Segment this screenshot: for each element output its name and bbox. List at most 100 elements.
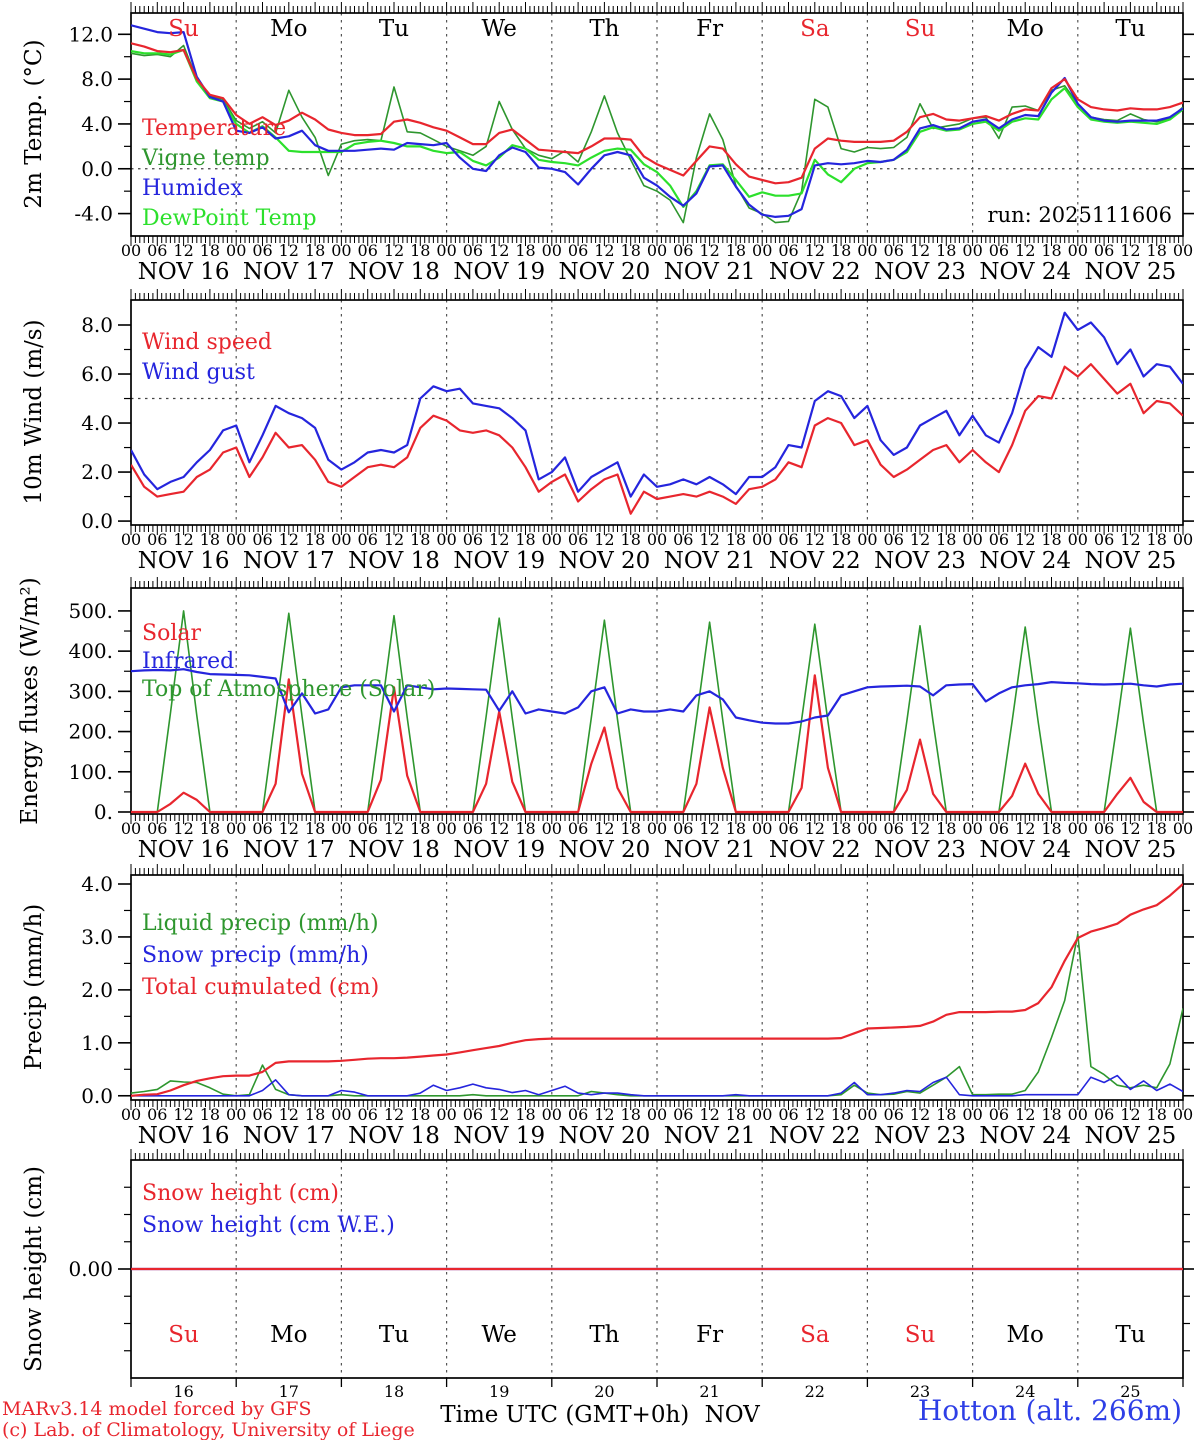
date-label: NOV 25 <box>1085 548 1177 574</box>
day-of-week-label: We <box>481 1322 517 1348</box>
day-of-week-label: Sa <box>800 1322 830 1348</box>
date-label: NOV 17 <box>243 548 335 574</box>
hour-tick-label: 18 <box>831 819 851 838</box>
y-tick-label: 0. <box>94 800 113 824</box>
date-label: NOV 22 <box>769 548 861 574</box>
hour-tick-label: 18 <box>410 1105 430 1124</box>
hour-tick-label: 00 <box>1173 530 1193 549</box>
hour-tick-label: 18 <box>936 241 956 260</box>
hour-tick-label: 06 <box>989 1105 1009 1124</box>
hour-tick-label: 06 <box>252 241 272 260</box>
hour-tick-label: 12 <box>594 819 614 838</box>
wind-speed-series-line <box>131 363 1183 515</box>
hour-tick-label: 00 <box>1068 819 1088 838</box>
hour-tick-label: 00 <box>226 530 246 549</box>
hour-tick-label: 18 <box>515 241 535 260</box>
date-label: NOV 20 <box>559 548 651 574</box>
hour-tick-label: 12 <box>1120 241 1140 260</box>
hour-tick-label: 18 <box>200 1105 220 1124</box>
hour-tick-label: 06 <box>568 1105 588 1124</box>
day-number-label: 22 <box>805 1382 825 1401</box>
hour-tick-label: 18 <box>515 819 535 838</box>
legend-entry-vigne-temp: Vigne temp <box>142 146 270 171</box>
hour-tick-label: 00 <box>542 819 562 838</box>
hour-tick-label: 06 <box>673 241 693 260</box>
date-label: NOV 17 <box>243 1123 335 1149</box>
day-of-week-label: Tu <box>378 1322 410 1348</box>
hour-tick-label: 12 <box>805 1105 825 1124</box>
temperature-panel <box>118 2 1194 246</box>
day-of-week-label: Th <box>589 16 620 42</box>
hour-tick-label: 06 <box>568 241 588 260</box>
y-axis-title-snow: Snow height (cm) <box>21 1166 47 1372</box>
plot-box <box>130 299 1184 526</box>
hour-tick-label: 06 <box>463 819 483 838</box>
date-label: NOV 25 <box>1085 259 1177 285</box>
date-label: NOV 16 <box>138 1123 230 1149</box>
plot-box <box>130 874 1184 1101</box>
hour-tick-label: 06 <box>147 1105 167 1124</box>
date-label: NOV 24 <box>979 1123 1071 1149</box>
y-tick-label: 100. <box>68 760 113 784</box>
day-of-week-label: Tu <box>1115 1322 1146 1348</box>
hour-tick-label: 18 <box>200 241 220 260</box>
hour-tick-label: 06 <box>463 241 483 260</box>
day-of-week-label: Sa <box>800 16 830 42</box>
y-tick-label: 3.0 <box>81 925 113 949</box>
hour-tick-label: 06 <box>1094 1105 1114 1124</box>
legend-entry-snow-height-cm-w-e: Snow height (cm W.E.) <box>142 1213 395 1238</box>
day-of-week-label: Mo <box>1006 1322 1044 1348</box>
date-label: NOV 18 <box>348 548 440 574</box>
hour-tick-label: 00 <box>331 1105 351 1124</box>
hour-tick-label: 00 <box>331 241 351 260</box>
date-label: NOV 24 <box>979 259 1071 285</box>
hour-tick-label: 18 <box>936 819 956 838</box>
date-label: NOV 19 <box>453 548 545 574</box>
month-label: NOV <box>704 1402 760 1428</box>
hour-tick-label: 18 <box>305 241 325 260</box>
day-number-label: 21 <box>699 1382 719 1401</box>
y-tick-label: 500. <box>68 599 113 623</box>
hour-tick-label: 18 <box>410 819 430 838</box>
hour-tick-label: 12 <box>489 1105 509 1124</box>
day-number-label: 16 <box>173 1382 193 1401</box>
date-label: NOV 16 <box>138 548 230 574</box>
wind-gust-series-line <box>131 311 1183 498</box>
hour-tick-label: 18 <box>936 530 956 549</box>
day-tick-row <box>130 1378 1184 1387</box>
hour-tick-label: 12 <box>910 1105 930 1124</box>
hour-tick-label: 12 <box>384 819 404 838</box>
minor-tick-comb-top <box>130 864 1184 875</box>
hour-tick-label: 12 <box>489 819 509 838</box>
hour-tick-label: 12 <box>489 530 509 549</box>
hour-tick-label: 06 <box>778 1105 798 1124</box>
minor-tick-comb-top <box>130 577 1184 588</box>
date-label: NOV 16 <box>138 837 230 863</box>
hour-tick-label: 12 <box>699 1105 719 1124</box>
legend-entry-liquid-precip-mm-h: Liquid precip (mm/h) <box>142 911 379 936</box>
hour-tick-label: 12 <box>910 530 930 549</box>
hour-tick-label: 18 <box>515 1105 535 1124</box>
hour-tick-label: 12 <box>910 241 930 260</box>
legend-entry-wind-gust: Wind gust <box>142 360 255 385</box>
day-of-week-label: Fr <box>696 16 724 42</box>
hour-tick-label: 06 <box>463 530 483 549</box>
date-label: NOV 25 <box>1085 837 1177 863</box>
hour-tick-label: 00 <box>226 1105 246 1124</box>
date-label: NOV 18 <box>348 837 440 863</box>
hour-tick-label: 00 <box>121 1105 141 1124</box>
hour-tick-label: 12 <box>279 241 299 260</box>
hour-tick-label: 00 <box>857 241 877 260</box>
hour-tick-label: 00 <box>121 530 141 549</box>
solar-series-line <box>131 674 1183 814</box>
day-of-week-label: Tu <box>378 16 410 42</box>
day-of-week-label: Su <box>904 16 936 42</box>
day-number-label: 25 <box>1120 1382 1140 1401</box>
date-label: NOV 25 <box>1085 1123 1177 1149</box>
hour-tick-label: 00 <box>647 241 667 260</box>
date-label: NOV 21 <box>664 1123 756 1149</box>
legend-entry-temperature: Temperature <box>142 116 287 141</box>
minor-tick-comb-bottom <box>130 236 1184 246</box>
model-credit-label: MARv3.14 model forced by GFS <box>2 1398 312 1420</box>
y-tick-label: 0.0 <box>81 1084 113 1108</box>
